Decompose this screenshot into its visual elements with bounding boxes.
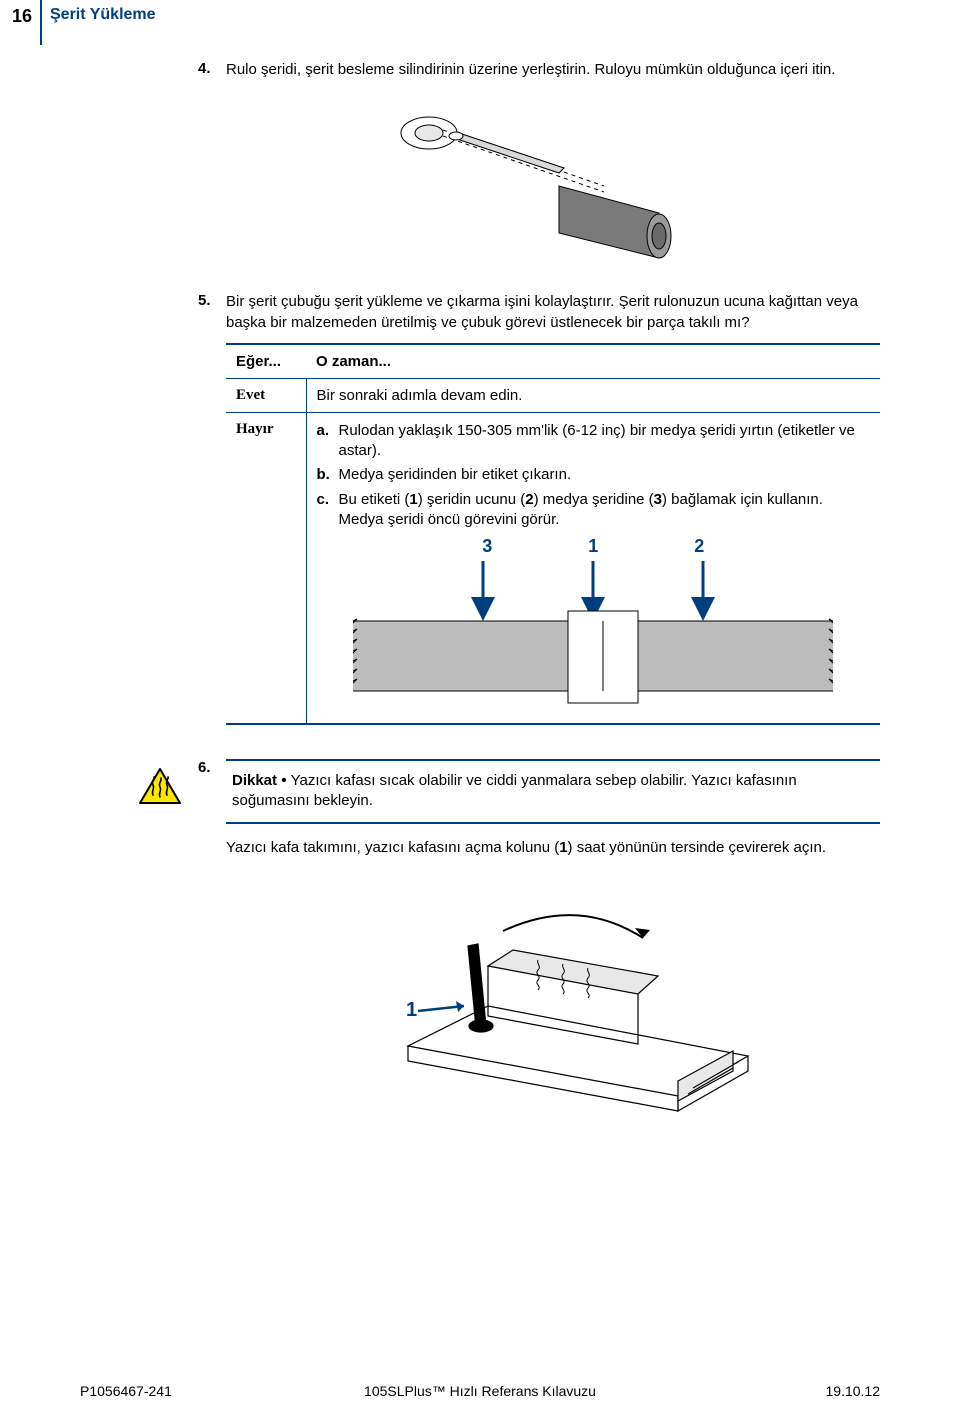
- callout-2: 2: [694, 536, 704, 557]
- sub-b: b. Medya şeridinden bir etiket çıkarın.: [317, 465, 871, 485]
- sub-a-marker: a.: [317, 421, 339, 462]
- no-sublist: a. Rulodan yaklaşık 150-305 mm'lik (6-12…: [317, 421, 871, 530]
- table-row-no: Hayır a. Rulodan yaklaşık 150-305 mm'lik…: [226, 412, 880, 724]
- sub-c-marker: c.: [317, 490, 339, 531]
- label-strip-diagram: [317, 561, 871, 715]
- footer-center: 105SLPlus™ Hızlı Referans Kılavuzu: [364, 1383, 596, 1399]
- sub-c: c. Bu etiketi (1) şeridin ucunu (2) medy…: [317, 490, 871, 531]
- footer-left: P1056467-241: [80, 1383, 172, 1399]
- step-6-figure: 1: [226, 876, 880, 1121]
- header-rule: [40, 0, 42, 45]
- caution-text: Yazıcı kafası sıcak olabilir ve ciddi ya…: [232, 772, 797, 809]
- step-4-figure: [198, 98, 880, 268]
- ribbon-spindle-illustration: [359, 98, 719, 268]
- sub-b-marker: b.: [317, 465, 339, 485]
- col-if: Eğer...: [226, 344, 306, 379]
- caution-lead: Dikkat •: [232, 772, 291, 789]
- step-6-instruction: Yazıcı kafa takımını, yazıcı kafasını aç…: [226, 838, 880, 858]
- page-footer: P1056467-241 105SLPlus™ Hızlı Referans K…: [0, 1369, 960, 1409]
- sub-a-text: Rulodan yaklaşık 150-305 mm'lik (6-12 in…: [339, 421, 871, 462]
- col-then: O zaman...: [306, 344, 880, 379]
- step-4-text: Rulo şeridi, şerit besleme silindirinin …: [226, 60, 880, 80]
- step-5-body: Bir şerit çubuğu şerit yükleme ve çıkarm…: [226, 292, 880, 737]
- sub-a: a. Rulodan yaklaşık 150-305 mm'lik (6-12…: [317, 421, 871, 462]
- step-6-body: 6. Dikkat • Yazıcı kafası sıcak olabilir…: [198, 759, 880, 1145]
- step-4: 4. Rulo şeridi, şerit besleme silindirin…: [198, 60, 880, 80]
- cell-yes-label: Evet: [226, 378, 306, 412]
- page-header: 16 Şerit Yükleme: [0, 0, 960, 45]
- ifthen-table: Eğer... O zaman... Evet Bir sonraki adım…: [226, 343, 880, 725]
- page-content: 4. Rulo şeridi, şerit besleme silindirin…: [0, 60, 960, 1145]
- table-header-row: Eğer... O zaman...: [226, 344, 880, 379]
- diagram-callouts: 3 1 2: [317, 536, 871, 557]
- step-5-number: 5.: [198, 292, 226, 309]
- step-4-body: Rulo şeridi, şerit besleme silindirinin …: [226, 60, 880, 80]
- step-6-callout-1: 1: [406, 999, 417, 1021]
- section-title: Şerit Yükleme: [50, 6, 156, 24]
- footer-right: 19.10.12: [826, 1383, 881, 1399]
- callout-3: 3: [482, 536, 492, 557]
- sub-b-text: Medya şeridinden bir etiket çıkarın.: [339, 465, 572, 485]
- table-row-yes: Evet Bir sonraki adımla devam edin.: [226, 378, 880, 412]
- sub-c-text: Bu etiketi (1) şeridin ucunu (2) medya ş…: [339, 490, 871, 531]
- cell-yes-action: Bir sonraki adımla devam edin.: [306, 378, 880, 412]
- step-6: 6. Dikkat • Yazıcı kafası sıcak olabilir…: [198, 759, 880, 1145]
- step-5: 5. Bir şerit çubuğu şerit yükleme ve çık…: [198, 292, 880, 737]
- step-5-lead: Bir şerit çubuğu şerit yükleme ve çıkarm…: [226, 292, 880, 333]
- step-6-number: 6.: [198, 759, 226, 776]
- printhead-open-illustration: 1: [338, 876, 768, 1121]
- hot-surface-warning-icon: [138, 767, 182, 811]
- page-number: 16: [12, 6, 32, 27]
- cell-no-label: Hayır: [226, 412, 306, 724]
- caution-bar: Dikkat • Yazıcı kafası sıcak olabilir ve…: [226, 759, 880, 824]
- callout-1: 1: [588, 536, 598, 557]
- cell-no-content: a. Rulodan yaklaşık 150-305 mm'lik (6-12…: [306, 412, 880, 724]
- step-4-number: 4.: [198, 60, 226, 77]
